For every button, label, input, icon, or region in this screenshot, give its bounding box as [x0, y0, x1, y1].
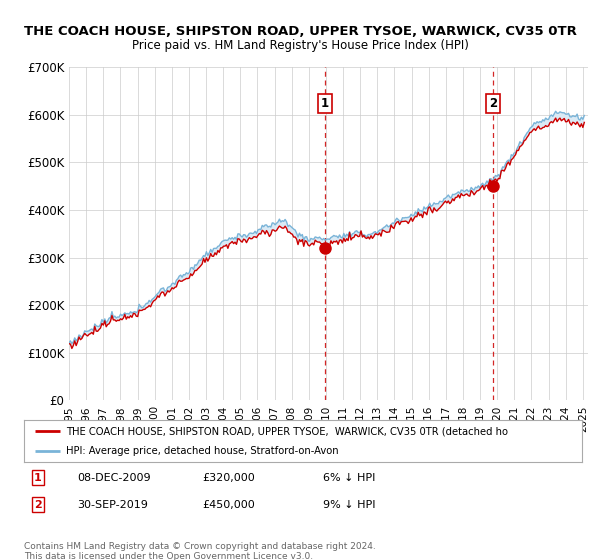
Text: 1: 1 [34, 473, 42, 483]
Text: 2: 2 [489, 97, 497, 110]
Text: 6% ↓ HPI: 6% ↓ HPI [323, 473, 375, 483]
Text: THE COACH HOUSE, SHIPSTON ROAD, UPPER TYSOE, WARWICK, CV35 0TR: THE COACH HOUSE, SHIPSTON ROAD, UPPER TY… [23, 25, 577, 39]
Text: 08-DEC-2009: 08-DEC-2009 [77, 473, 151, 483]
Text: THE COACH HOUSE, SHIPSTON ROAD, UPPER TYSOE,  WARWICK, CV35 0TR (detached ho: THE COACH HOUSE, SHIPSTON ROAD, UPPER TY… [66, 426, 508, 436]
Text: HPI: Average price, detached house, Stratford-on-Avon: HPI: Average price, detached house, Stra… [66, 446, 338, 456]
Text: £450,000: £450,000 [203, 500, 256, 510]
Text: £320,000: £320,000 [203, 473, 256, 483]
Text: Contains HM Land Registry data © Crown copyright and database right 2024.
This d: Contains HM Land Registry data © Crown c… [24, 542, 376, 560]
Text: 30-SEP-2019: 30-SEP-2019 [77, 500, 148, 510]
Text: 9% ↓ HPI: 9% ↓ HPI [323, 500, 375, 510]
Text: 2: 2 [34, 500, 42, 510]
Text: 1: 1 [320, 97, 329, 110]
Text: Price paid vs. HM Land Registry's House Price Index (HPI): Price paid vs. HM Land Registry's House … [131, 39, 469, 53]
